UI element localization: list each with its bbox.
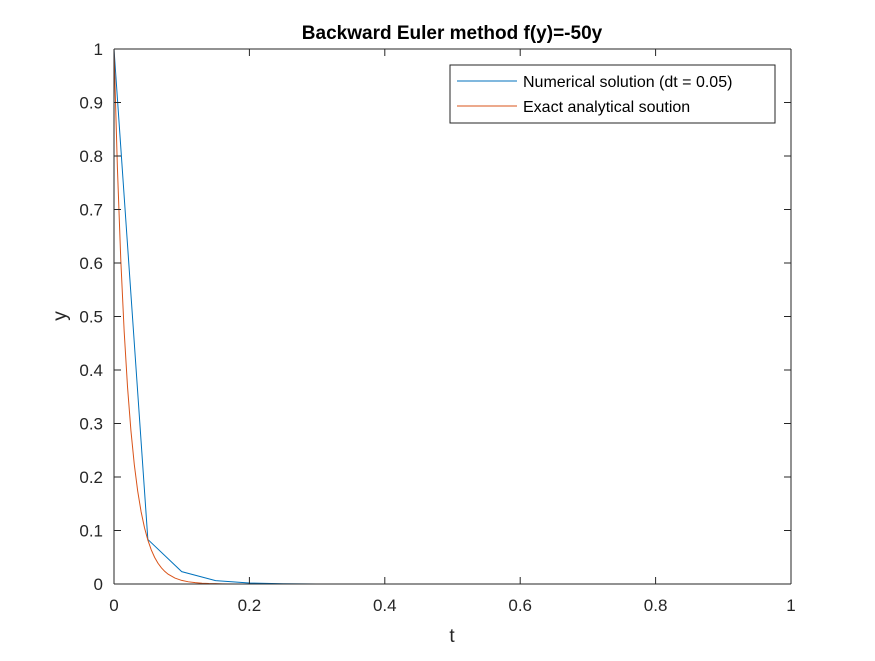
y-tick-label: 1 xyxy=(94,40,103,59)
legend-label-numerical: Numerical solution (dt = 0.05) xyxy=(523,74,732,91)
y-axis-label: y xyxy=(50,311,71,321)
y-tick-label: 0.6 xyxy=(79,254,103,273)
y-tick-label: 0.4 xyxy=(79,361,103,380)
x-tick-label: 1 xyxy=(786,596,795,615)
x-tick-label: 0.6 xyxy=(508,596,532,615)
y-tick-label: 0.7 xyxy=(79,201,103,220)
x-tick-label: 0.8 xyxy=(644,596,668,615)
plot-area-background xyxy=(114,49,791,584)
y-tick-label: 0 xyxy=(94,575,103,594)
y-tick-label: 0.2 xyxy=(79,468,103,487)
y-tick-label: 0.8 xyxy=(79,147,103,166)
x-tick-label: 0 xyxy=(109,596,118,615)
y-tick-label: 0.5 xyxy=(79,308,103,327)
x-tick-label: 0.4 xyxy=(373,596,397,615)
legend: Numerical solution (dt = 0.05) Exact ana… xyxy=(449,64,776,124)
ticks-layer: 0 0.2 0.4 0.6 0.8 1 0 0.1 0.2 0.3 0.4 0.5 0.6 0.7 0.8 0… xyxy=(79,40,795,615)
y-tick-label: 0.3 xyxy=(79,415,103,434)
x-axis-label: t xyxy=(449,626,455,647)
chart-title: Backward Euler method f(y)=-50y xyxy=(302,23,603,44)
legend-box xyxy=(449,64,776,124)
y-tick-label: 0.1 xyxy=(79,522,103,541)
y-tick-label: 0.9 xyxy=(79,94,103,113)
legend-label-exact: Exact analytical soution xyxy=(523,99,690,116)
x-tick-label: 0.2 xyxy=(238,596,262,615)
